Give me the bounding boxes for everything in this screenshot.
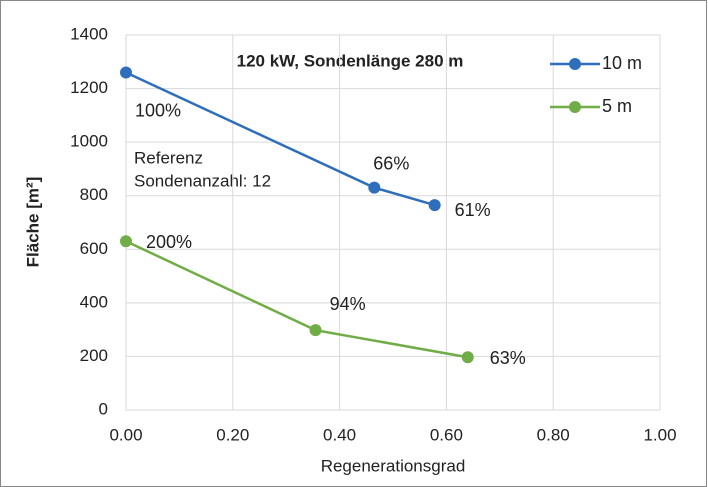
x-tick-label: 1.00	[643, 425, 676, 444]
x-axis-label: Regenerationsgrad	[321, 456, 466, 475]
annotation: Referenz	[134, 148, 203, 167]
chart-title: 120 kW, Sondenlänge 280 m	[237, 51, 464, 70]
x-tick-label: 0.40	[323, 425, 356, 444]
y-tick-label: 800	[80, 185, 108, 204]
legend-label: 5 m	[602, 96, 632, 116]
x-tick-label: 0.80	[537, 425, 570, 444]
y-tick-label: 1400	[70, 24, 108, 43]
x-tick-label: 0.00	[109, 425, 142, 444]
data-point	[428, 199, 441, 212]
point-label: 66%	[373, 153, 409, 173]
data-point	[120, 66, 132, 79]
data-point	[368, 181, 381, 194]
legend-marker	[569, 101, 581, 113]
legend-label: 10 m	[602, 53, 642, 73]
y-tick-label: 1200	[70, 78, 108, 97]
data-point	[461, 351, 474, 364]
data-point	[309, 324, 322, 337]
point-label: 63%	[490, 348, 526, 368]
point-label: 94%	[330, 294, 366, 314]
y-tick-label: 1000	[70, 132, 108, 151]
x-tick-label: 0.20	[216, 425, 249, 444]
point-label: 100%	[135, 100, 181, 120]
legend-marker	[569, 58, 581, 70]
data-point	[120, 235, 132, 248]
x-tick-label: 0.60	[430, 425, 463, 444]
y-axis-label: Fläche [m²]	[23, 177, 42, 268]
y-tick-label: 0	[99, 399, 108, 418]
point-label: 200%	[146, 232, 192, 252]
point-label: 61%	[455, 200, 491, 220]
annotation: Sondenanzahl: 12	[134, 171, 271, 190]
y-tick-label: 600	[80, 239, 108, 258]
y-tick-label: 200	[80, 346, 108, 365]
y-tick-label: 400	[80, 292, 108, 311]
